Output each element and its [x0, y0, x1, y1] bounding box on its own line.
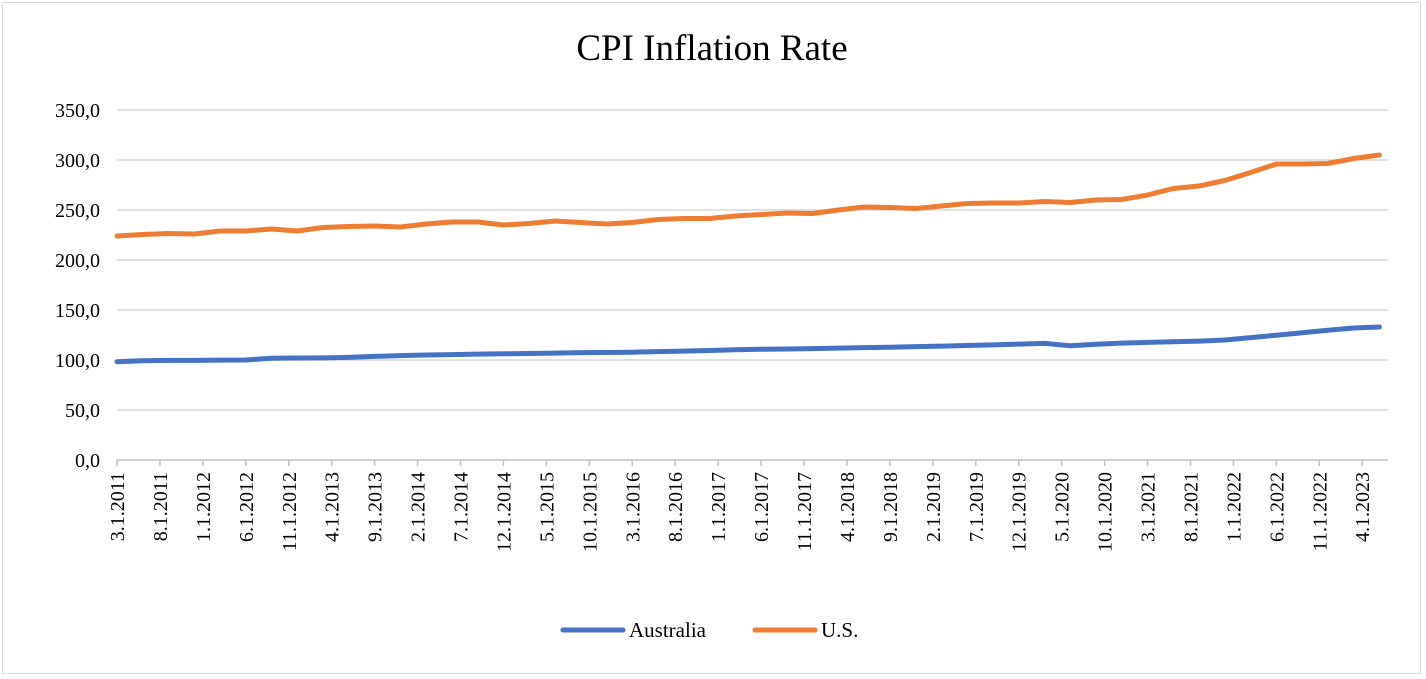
legend-label: Australia	[629, 618, 707, 642]
x-tick-label: 11.1.2017	[794, 472, 816, 551]
x-tick-label: 7.1.2014	[451, 472, 473, 542]
y-tick-label: 100,0	[55, 350, 100, 372]
x-tick-label: 4.1.2023	[1352, 472, 1374, 542]
y-tick-label: 350,0	[55, 100, 100, 122]
y-tick-label: 250,0	[55, 200, 100, 222]
x-tick-label: 9.1.2013	[365, 472, 387, 542]
x-tick-label: 5.1.2015	[536, 472, 558, 542]
series-line-us	[114, 152, 1382, 239]
legend: Australia U.S.	[560, 618, 858, 642]
x-tick-label: 6.1.2022	[1266, 472, 1288, 542]
x-tick-label: 8.1.2011	[150, 472, 172, 541]
x-tick-label: 12.1.2019	[1009, 472, 1031, 552]
legend-item: Australia	[560, 618, 707, 642]
series-lines	[114, 152, 1382, 365]
x-tick-label: 12.1.2014	[493, 472, 515, 552]
x-tick-label: 4.1.2018	[837, 472, 859, 542]
x-tick-label: 6.1.2017	[751, 472, 773, 542]
y-axis-ticks: 0,0 50,0 100,0 150,0 200,0 250,0 300,0 350,0	[55, 100, 100, 472]
x-tick-label: 4.1.2013	[322, 472, 344, 542]
x-tick-label: 3.1.2016	[622, 472, 644, 542]
x-axis: 3.1.2011 8.1.2011 1.1.2012 6.1.2012 11.1.201…	[107, 459, 1388, 552]
series-line-australia	[114, 324, 1382, 365]
x-tick-label: 1.1.2017	[708, 472, 730, 542]
y-tick-label: 0,0	[75, 450, 100, 472]
y-tick-label: 150,0	[55, 300, 100, 322]
x-tick-label: 10.1.2020	[1095, 472, 1117, 552]
x-tick-label: 10.1.2015	[579, 472, 601, 552]
x-tick-label: 3.1.2011	[107, 472, 129, 541]
gridlines	[117, 109, 1388, 411]
x-tick-label: 11.1.2022	[1309, 472, 1331, 551]
x-tick-label: 2.1.2019	[923, 472, 945, 542]
x-tick-label: 2.1.2014	[408, 472, 430, 542]
x-tick-label: 7.1.2019	[966, 472, 988, 542]
x-tick-label: 5.1.2020	[1052, 472, 1074, 542]
x-tick-label: 9.1.2018	[880, 472, 902, 542]
legend-label: U.S.	[821, 618, 858, 642]
x-tick-label: 1.1.2012	[193, 472, 215, 542]
legend-item: U.S.	[752, 618, 858, 642]
x-tick-label: 8.1.2016	[665, 472, 687, 542]
x-tick-label: 1.1.2022	[1223, 472, 1245, 542]
y-tick-label: 200,0	[55, 250, 100, 272]
x-tick-label: 6.1.2012	[236, 472, 258, 542]
y-tick-label: 300,0	[55, 150, 100, 172]
x-tick-label: 8.1.2021	[1180, 472, 1202, 542]
x-tick-label: 3.1.2021	[1138, 472, 1160, 542]
x-tick-label: 11.1.2012	[279, 472, 301, 551]
chart-title: CPI Inflation Rate	[576, 28, 847, 69]
y-tick-label: 50,0	[65, 400, 100, 422]
